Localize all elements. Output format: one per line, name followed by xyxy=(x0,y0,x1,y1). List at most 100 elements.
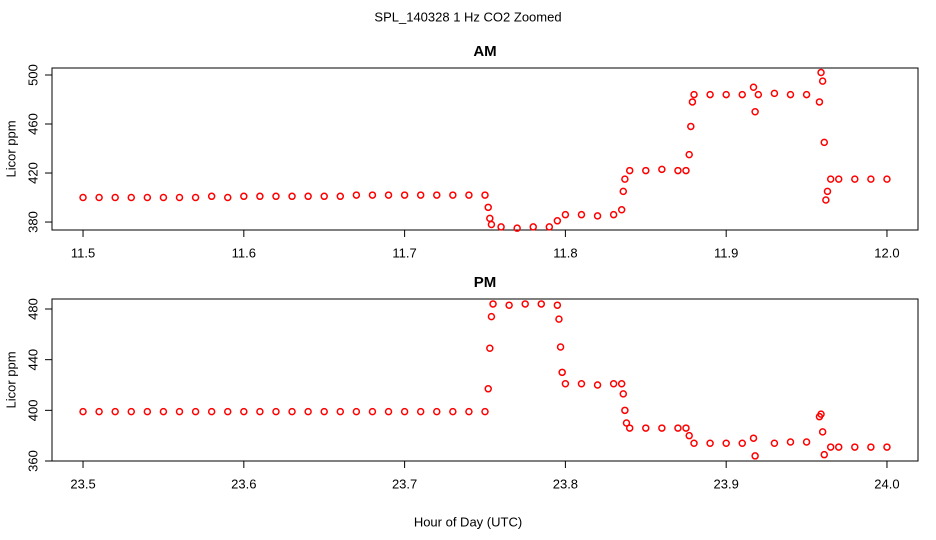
point xyxy=(465,191,473,199)
x-axis-label: Hour of Day (UTC) xyxy=(414,514,522,529)
point xyxy=(352,191,361,199)
point xyxy=(688,98,697,106)
point xyxy=(687,122,695,131)
point xyxy=(834,175,843,183)
point xyxy=(529,223,537,231)
point xyxy=(822,196,830,204)
point xyxy=(79,193,87,202)
point xyxy=(577,210,586,219)
point xyxy=(619,390,628,398)
point xyxy=(706,439,714,448)
point xyxy=(658,165,666,174)
point xyxy=(593,212,602,220)
point xyxy=(625,166,634,175)
y-tick-label: 480 xyxy=(25,298,40,320)
point xyxy=(191,407,200,416)
point xyxy=(826,175,835,183)
point xyxy=(256,407,264,416)
point xyxy=(127,193,136,202)
point xyxy=(487,312,496,321)
point xyxy=(706,90,714,99)
point xyxy=(433,407,441,416)
y-tick-label: 400 xyxy=(25,399,40,421)
point xyxy=(770,439,779,448)
y-tick-label: 460 xyxy=(25,113,40,135)
y-tick-label: 440 xyxy=(25,349,40,371)
point xyxy=(513,224,521,232)
point xyxy=(751,452,759,460)
point xyxy=(288,192,296,201)
point xyxy=(738,439,747,448)
point xyxy=(143,407,152,416)
y-tick-label: 360 xyxy=(25,450,40,472)
point xyxy=(484,203,492,212)
x-tick-label: 23.7 xyxy=(392,476,417,491)
y-axis-label: Licor ppm xyxy=(3,351,18,408)
x-tick-label: 24.0 xyxy=(874,476,899,491)
point xyxy=(223,407,232,416)
point xyxy=(484,385,492,393)
point xyxy=(159,407,168,416)
point xyxy=(749,83,758,91)
point xyxy=(802,438,811,446)
point xyxy=(851,443,859,451)
point xyxy=(127,407,136,416)
point xyxy=(272,192,280,201)
point xyxy=(368,191,377,199)
point xyxy=(786,90,795,99)
point xyxy=(685,431,693,440)
point xyxy=(867,443,875,451)
point xyxy=(449,407,457,416)
point xyxy=(553,301,562,309)
point xyxy=(770,89,779,98)
plot-frame xyxy=(51,67,919,231)
point xyxy=(288,407,296,416)
x-tick-label: 23.5 xyxy=(70,476,95,491)
point xyxy=(320,407,328,416)
point xyxy=(555,315,563,323)
y-tick-label: 420 xyxy=(25,162,40,184)
point xyxy=(95,407,103,416)
point xyxy=(642,424,650,432)
point xyxy=(304,407,312,416)
point xyxy=(95,193,103,202)
point xyxy=(625,424,634,432)
point xyxy=(690,439,698,448)
point xyxy=(621,175,629,183)
point xyxy=(111,193,119,202)
point xyxy=(240,407,248,416)
point xyxy=(487,220,496,229)
point xyxy=(834,443,843,451)
point xyxy=(883,175,891,183)
point xyxy=(256,192,264,201)
point xyxy=(175,407,184,416)
point xyxy=(416,407,425,416)
point xyxy=(826,443,835,451)
plot-frame xyxy=(51,298,919,462)
panel-title: AM xyxy=(473,43,496,60)
point xyxy=(384,191,393,199)
y-tick-label: 380 xyxy=(25,211,40,233)
point xyxy=(481,191,489,199)
point xyxy=(336,192,345,201)
point xyxy=(368,407,377,416)
point xyxy=(851,175,859,183)
point xyxy=(751,107,759,116)
point xyxy=(823,187,832,196)
point xyxy=(384,407,393,416)
point xyxy=(272,407,280,416)
x-tick-label: 11.9 xyxy=(714,245,738,260)
point xyxy=(433,191,441,199)
x-tick-label: 12.0 xyxy=(874,245,899,260)
point xyxy=(685,150,693,159)
x-tick-label: 11.7 xyxy=(392,245,416,260)
point xyxy=(883,443,891,451)
point xyxy=(521,300,529,308)
point xyxy=(545,223,554,231)
point xyxy=(489,300,497,308)
point xyxy=(486,214,494,223)
point xyxy=(486,344,494,353)
point xyxy=(481,407,489,416)
point xyxy=(749,434,758,442)
